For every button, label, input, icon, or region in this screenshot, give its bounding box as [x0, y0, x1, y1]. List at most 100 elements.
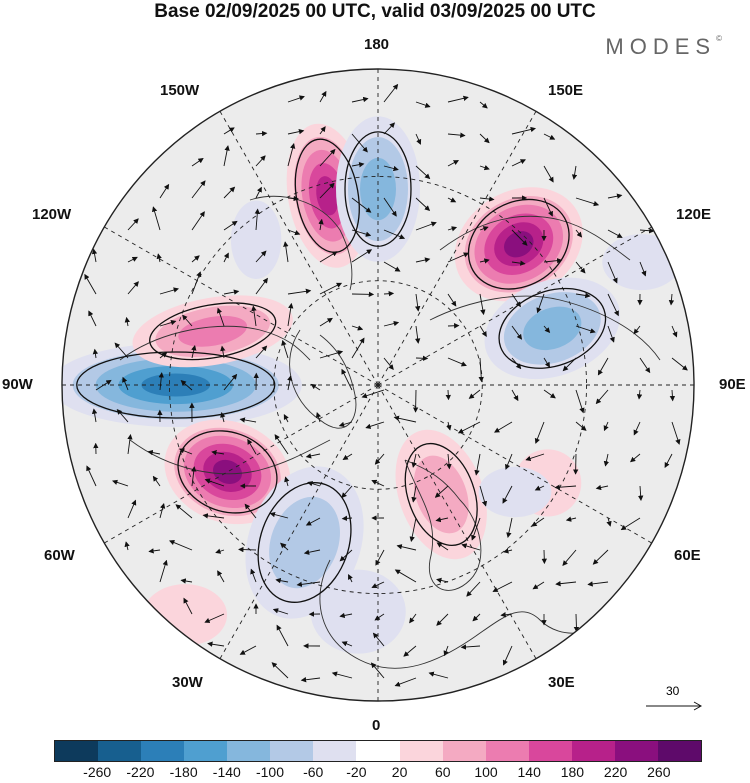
wind-arrow [669, 389, 676, 402]
wind-arrow [671, 357, 688, 371]
contour-loop [467, 198, 570, 290]
wind-arrow [338, 421, 353, 428]
reference-vector: 30 [644, 684, 704, 714]
wind-arrow [223, 186, 236, 199]
wind-arrow [375, 549, 385, 566]
wind-arrow [239, 645, 257, 655]
anomaly-level [230, 200, 282, 279]
wind-arrow [479, 133, 490, 144]
contour-loop [404, 442, 478, 546]
contour-loop [294, 138, 360, 253]
wind-arrow [447, 197, 457, 203]
wind-arrow [287, 143, 296, 167]
colorbar-tick-label: 100 [474, 764, 498, 780]
wind-arrow [319, 182, 335, 199]
wind-arrow [159, 502, 166, 519]
wind-arrow [191, 271, 202, 295]
lon-label-30e: 30E [548, 674, 575, 691]
wind-arrow [255, 155, 266, 167]
wind-arrow [348, 573, 353, 583]
wind-arrow [127, 218, 139, 231]
lon-label-180: 180 [364, 36, 390, 53]
colorbar-tick-label: -60 [303, 764, 324, 780]
wind-arrow [536, 293, 545, 314]
wind-arrow [446, 453, 452, 470]
wind-arrow [534, 485, 545, 491]
wind-arrow [365, 421, 385, 429]
wind-arrow [502, 485, 513, 504]
wind-arrow [479, 226, 489, 232]
wind-arrow [415, 257, 431, 263]
colorbar-bin [485, 741, 529, 761]
wind-arrow [275, 577, 289, 584]
anomaly-low-pacific-east [230, 200, 282, 279]
anomaly-level [602, 234, 681, 291]
wind-arrow [575, 197, 600, 207]
wind-arrow [216, 307, 225, 327]
colorbar-ticks: -260 -220 -180 -140 -100 -60 -20 20 60 100 140 180 2… [0, 764, 750, 782]
wind-arrow [296, 581, 321, 588]
colorbar-bin [614, 741, 658, 761]
wind-arrow [255, 250, 267, 263]
colorbar-bin [270, 741, 314, 761]
wind-arrow [415, 197, 431, 211]
wind-arrow [597, 357, 609, 376]
wind-arrow [239, 417, 257, 423]
wind-arrow [668, 293, 675, 306]
wind-arrow [287, 95, 305, 103]
wind-arrow [310, 383, 321, 391]
wind-arrow [319, 90, 327, 103]
wind-arrow [436, 542, 449, 551]
anomaly-level [143, 584, 228, 646]
contour-loop [344, 131, 412, 247]
wind-arrow [191, 157, 204, 167]
wind-arrow [251, 305, 257, 327]
wind-arrow [543, 197, 553, 217]
wind-arrow [511, 389, 519, 402]
wind-arrow [319, 282, 343, 295]
wind-arrow [447, 252, 470, 263]
wind-arrow [287, 288, 312, 295]
wind-arrow [127, 256, 138, 263]
colorbar-bin [442, 741, 486, 761]
map-border [61, 68, 695, 702]
wind-arrow [124, 541, 130, 551]
colorbar-tick-label: 60 [435, 764, 451, 780]
wind-arrow [283, 414, 289, 423]
wind-arrow [511, 260, 526, 266]
wind-arrow [394, 569, 417, 583]
wind-arrow [543, 257, 563, 264]
anomaly-high-scandinavia-east [395, 429, 487, 560]
wind-arrow [182, 314, 193, 327]
wind-arrow [319, 317, 333, 327]
wind-arrow [159, 559, 168, 583]
wind-arrow [595, 389, 609, 405]
wind-arrow [287, 302, 294, 327]
colorbar-bin [55, 741, 99, 761]
wind-arrow [281, 339, 289, 359]
wind-arrow [305, 517, 321, 526]
anomaly-low-far-east [602, 234, 681, 291]
wind-arrow [479, 293, 486, 316]
chart-title: Base 02/09/2025 00 UTC, valid 03/09/2025… [154, 1, 596, 22]
wind-arrow [511, 325, 523, 340]
anomaly-level [178, 315, 248, 347]
wind-arrow [204, 478, 225, 487]
wind-arrow [284, 476, 290, 487]
wind-arrow [633, 421, 641, 436]
wind-arrow [565, 516, 577, 522]
wind-arrow [436, 577, 449, 584]
wind-arrow [534, 421, 545, 444]
anomaly-high-north-america [164, 419, 291, 525]
wind-arrow [428, 671, 449, 679]
wind-arrow [287, 128, 305, 135]
wind-arrow [633, 325, 641, 335]
wind-arrow [575, 261, 586, 274]
brand-text: MODES [605, 34, 717, 59]
wind-arrow [191, 180, 206, 199]
wind-arrow [215, 548, 225, 554]
colorbar-tick-label: 220 [603, 764, 628, 780]
wind-arrow [587, 581, 609, 587]
colorbar-tick-label: 20 [391, 764, 408, 780]
